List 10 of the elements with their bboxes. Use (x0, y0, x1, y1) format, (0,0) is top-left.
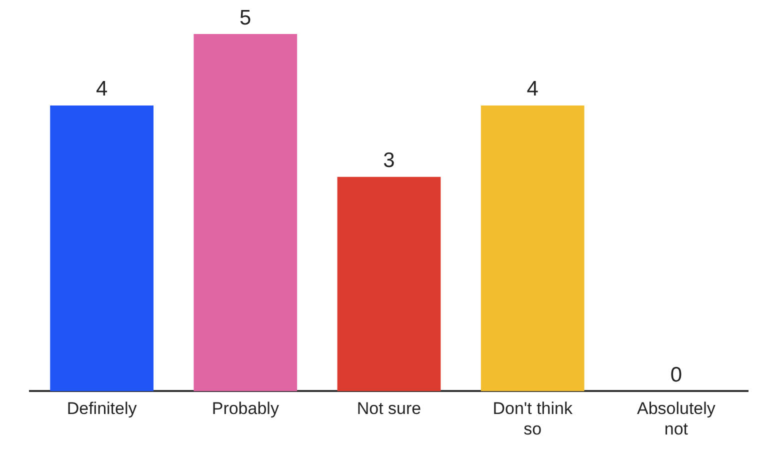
data-label: 0 (670, 363, 682, 386)
x-tick-label: Probably (212, 399, 280, 418)
x-tick-label: Definitely (66, 399, 138, 418)
x-tick-label: Absolutely not (636, 399, 716, 438)
x-tick-label: Not sure (356, 399, 422, 418)
data-label: 4 (96, 78, 108, 101)
x-tick-label: Don't think so (492, 399, 573, 438)
data-label: 5 (240, 6, 252, 30)
data-label: 4 (526, 78, 539, 101)
data-label: 3 (383, 149, 395, 172)
